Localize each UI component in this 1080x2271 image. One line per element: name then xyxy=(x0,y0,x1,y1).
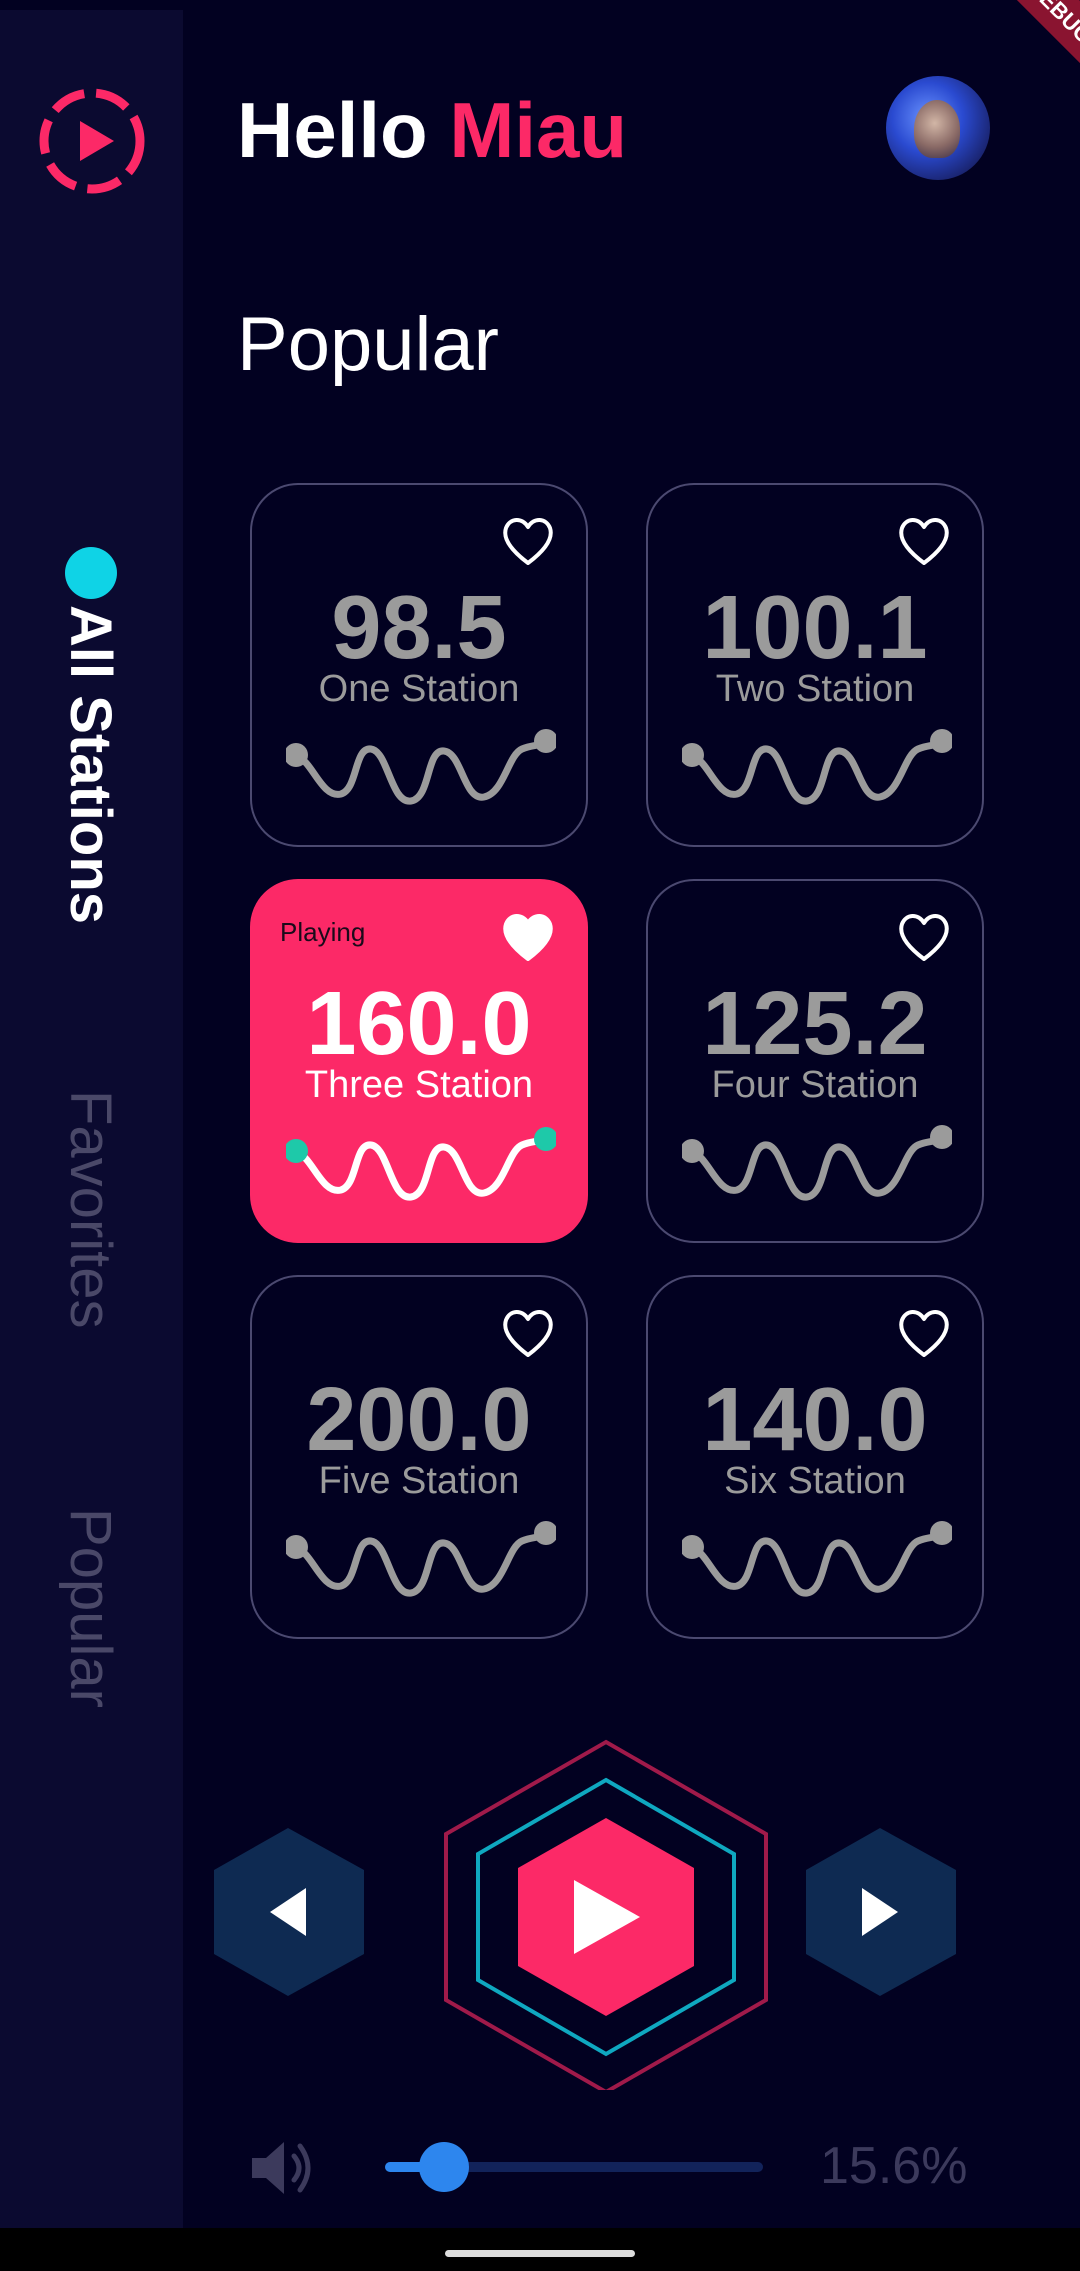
heart-icon[interactable] xyxy=(896,911,952,963)
volume-percentage: 15.6% xyxy=(820,2137,968,2195)
active-indicator-dot xyxy=(65,547,117,599)
play-circle-icon[interactable] xyxy=(36,85,148,197)
station-frequency: 100.1 xyxy=(702,578,928,678)
next-icon xyxy=(862,1888,898,1936)
station-name: Two Station xyxy=(715,668,915,710)
station-card-six[interactable]: 140.0 Six Station xyxy=(646,1275,984,1639)
heart-icon[interactable] xyxy=(500,911,556,963)
sidebar-item-label: Favorites xyxy=(58,1090,123,1329)
volume-slider-fill xyxy=(385,2162,444,2172)
player-controls xyxy=(214,1739,956,2090)
home-indicator[interactable] xyxy=(445,2250,635,2257)
section-title: Popular xyxy=(237,302,499,387)
station-name: Three Station xyxy=(304,1064,534,1106)
greeting-name: Miau xyxy=(449,86,628,174)
volume-slider-thumb[interactable] xyxy=(418,2142,469,2192)
station-frequency: 200.0 xyxy=(306,1370,532,1470)
station-name: Five Station xyxy=(318,1460,520,1502)
heart-icon[interactable] xyxy=(500,1307,556,1359)
station-name: Six Station xyxy=(724,1460,906,1502)
avatar[interactable] xyxy=(886,76,990,180)
next-button[interactable] xyxy=(806,1828,956,1996)
station-card-five[interactable]: 200.0 Five Station xyxy=(250,1275,588,1639)
sidebar: All Stations Favorites Popular xyxy=(0,10,183,2228)
debug-banner: DEBUG xyxy=(987,0,1080,85)
station-frequency: 140.0 xyxy=(702,1370,928,1470)
station-card-two[interactable]: 100.1 Two Station xyxy=(646,483,984,847)
station-name: Four Station xyxy=(711,1064,919,1106)
station-card-three[interactable]: Playing 160.0 Three Station xyxy=(250,879,588,1243)
station-name: One Station xyxy=(318,668,520,710)
heart-icon[interactable] xyxy=(896,1307,952,1359)
station-card-four[interactable]: 125.2 Four Station xyxy=(646,879,984,1243)
system-navigation-bar xyxy=(0,2228,1080,2271)
play-button[interactable] xyxy=(518,1818,694,2016)
sidebar-item-label: All Stations xyxy=(58,605,123,925)
wave-icon xyxy=(286,1521,556,1597)
volume-slider[interactable] xyxy=(385,2142,763,2192)
wave-icon xyxy=(682,1125,952,1201)
heart-icon[interactable] xyxy=(500,515,556,567)
volume-icon[interactable] xyxy=(248,2138,316,2198)
wave-icon xyxy=(682,1521,952,1597)
sidebar-item-all-stations[interactable]: All Stations xyxy=(45,605,135,1025)
greeting-prefix: Hello xyxy=(237,86,428,174)
inner-ring xyxy=(476,1777,736,2057)
station-frequency: 125.2 xyxy=(702,974,928,1074)
playing-status: Playing xyxy=(280,917,366,947)
wave-icon xyxy=(286,1127,556,1201)
greeting-title: Hello Miau xyxy=(237,80,627,180)
previous-icon xyxy=(270,1888,306,1936)
heart-icon[interactable] xyxy=(896,515,952,567)
volume-row: 15.6% xyxy=(0,2120,1080,2210)
sidebar-item-favorites[interactable]: Favorites xyxy=(45,1090,135,1510)
play-icon xyxy=(574,1880,640,1954)
station-frequency: 160.0 xyxy=(306,974,532,1074)
wave-icon xyxy=(286,729,556,805)
outer-ring xyxy=(444,1739,768,2090)
station-card-one[interactable]: 98.5 One Station xyxy=(250,483,588,847)
station-frequency: 98.5 xyxy=(331,578,507,678)
previous-button[interactable] xyxy=(214,1828,364,1996)
wave-icon xyxy=(682,729,952,805)
